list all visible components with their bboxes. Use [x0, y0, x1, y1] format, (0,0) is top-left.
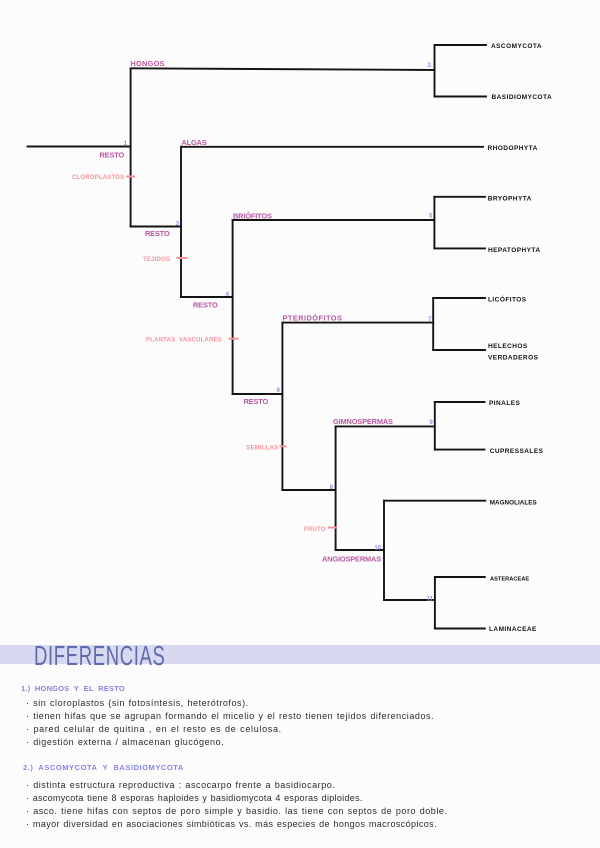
svg-text:PINALES: PINALES [489, 400, 521, 407]
svg-text:8: 8 [330, 485, 334, 491]
svg-text:RESTO: RESTO [145, 229, 170, 238]
svg-text:RESTO: RESTO [244, 397, 269, 406]
svg-text:MAGNOLIALES: MAGNOLIALES [490, 499, 537, 506]
svg-text:PLANTAS VASCULARES: PLANTAS VASCULARES [146, 338, 222, 344]
svg-text:7: 7 [428, 317, 432, 323]
svg-text:FRUTO: FRUTO [304, 527, 326, 533]
svg-text:10: 10 [374, 546, 381, 552]
svg-text:11: 11 [427, 597, 434, 603]
svg-text:LICÓFITOS: LICÓFITOS [488, 294, 527, 303]
svg-text:BASIDIOMYCOTA: BASIDIOMYCOTA [492, 94, 553, 101]
svg-text:PTERIDÓFITOS: PTERIDÓFITOS [283, 314, 343, 323]
svg-text:HELECHOS: HELECHOS [488, 343, 528, 350]
svg-text:5: 5 [429, 214, 433, 220]
svg-text:ASTERACEAE: ASTERACEAE [490, 576, 529, 582]
svg-text:HEPATOPHYTA: HEPATOPHYTA [488, 247, 541, 254]
svg-text:HONGOS: HONGOS [130, 59, 164, 68]
svg-text:RESTO: RESTO [100, 151, 125, 160]
svg-text:RESTO: RESTO [193, 301, 218, 310]
svg-text:BRYOPHYTA: BRYOPHYTA [488, 195, 532, 202]
svg-text:GIMNOSPERMAS: GIMNOSPERMAS [333, 417, 393, 426]
svg-text:CLOROPLASTOS: CLOROPLASTOS [72, 175, 124, 181]
svg-text:RHODOPHYTA: RHODOPHYTA [488, 145, 538, 152]
svg-text:ANGIOSPERMAS: ANGIOSPERMAS [322, 555, 381, 564]
svg-text:ALGAS: ALGAS [181, 138, 206, 147]
svg-text:3: 3 [176, 221, 180, 227]
svg-text:CUPRESSALES: CUPRESSALES [490, 448, 544, 455]
svg-text:VERDADEROS: VERDADEROS [488, 355, 539, 362]
svg-text:LAMINACEAE: LAMINACEAE [489, 626, 537, 633]
svg-text:2.: 2. [427, 63, 432, 69]
svg-text:BRIÓFITOS: BRIÓFITOS [233, 212, 272, 221]
svg-text:SEMILLAS: SEMILLAS [246, 446, 278, 452]
svg-text:6: 6 [277, 388, 281, 394]
svg-text:4: 4 [226, 292, 230, 298]
svg-text:ASCOMYCOTA: ASCOMYCOTA [491, 43, 542, 50]
svg-text:1: 1 [124, 141, 128, 147]
svg-text:9: 9 [429, 420, 433, 426]
svg-text:TEJIDOS: TEJIDOS [143, 257, 170, 263]
